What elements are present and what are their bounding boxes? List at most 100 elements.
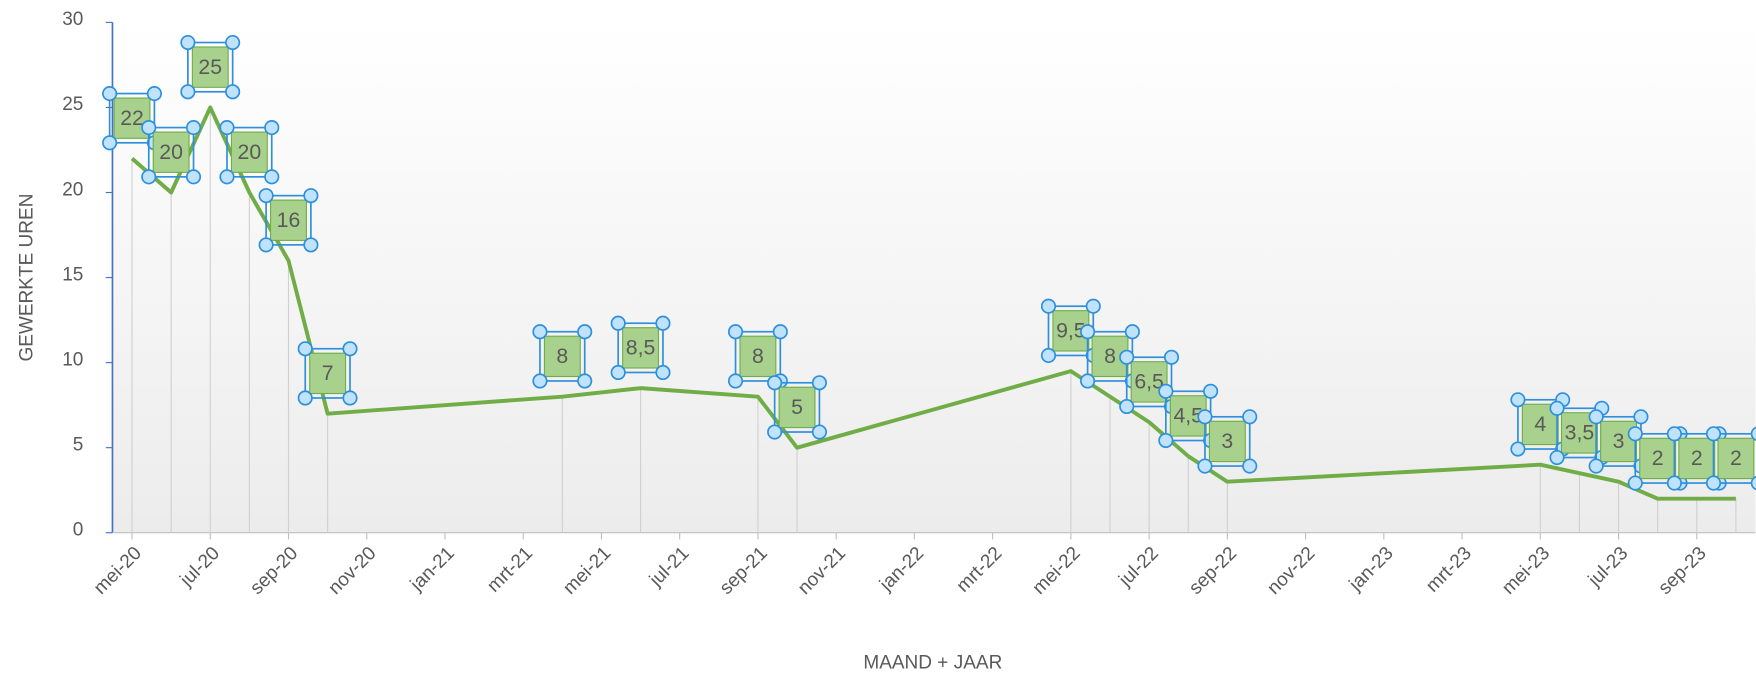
data-label-text: 2 [1652, 446, 1664, 470]
data-label-box [309, 352, 347, 395]
y-tick-label: 15 [62, 264, 83, 285]
selection-handle [610, 315, 626, 331]
x-tick-label: jan-22 [875, 543, 928, 596]
x-tick-label: jul-20 [176, 543, 224, 591]
selection-frame [187, 41, 234, 93]
selection-frame [773, 381, 821, 433]
data-label-box [152, 131, 190, 173]
selection-handle [727, 324, 744, 340]
data-label: 3 [1197, 409, 1258, 474]
x-tick-label: jul-21 [645, 543, 693, 591]
x-tick-label: jul-23 [1584, 543, 1632, 591]
x-tick-label: sep-21 [716, 543, 772, 599]
selection-handle [1633, 409, 1649, 425]
selection-handle [180, 34, 196, 51]
data-label-text: 2 [1730, 446, 1742, 470]
selection-handle [1158, 383, 1174, 399]
selection-handle [1588, 458, 1604, 474]
data-label-text: 5 [791, 395, 803, 419]
selection-handle [1203, 383, 1219, 399]
data-label: 16 [258, 188, 319, 253]
data-label: 3 [1588, 409, 1649, 474]
data-label: 20 [219, 120, 280, 185]
x-tick-label: mrt-22 [953, 543, 1007, 597]
data-label-box [1717, 437, 1755, 480]
selection-handle [1163, 349, 1180, 365]
selection-handle [772, 324, 788, 340]
selection-handle [532, 373, 548, 389]
selection-handle [767, 375, 783, 391]
data-label-text: 8,5 [626, 336, 656, 360]
selection-handle [1242, 458, 1258, 474]
selection-handle [185, 120, 202, 136]
selection-handle [185, 169, 202, 185]
selection-handle [258, 188, 274, 204]
data-label-text: 2 [1691, 446, 1703, 470]
selection-handle [1549, 400, 1565, 416]
selection-handle [297, 341, 313, 357]
data-label-text: 22 [120, 106, 144, 130]
y-tick-label: 30 [62, 9, 83, 30]
selection-handle [219, 120, 235, 136]
data-label-box [1639, 437, 1677, 480]
data-label-text: 3 [1221, 429, 1233, 453]
x-tick-label: sep-20 [246, 543, 302, 599]
selection-handle [655, 315, 671, 331]
selection-handle [1080, 324, 1096, 340]
selection-handle [1705, 475, 1722, 491]
selection-frame [265, 194, 312, 246]
data-label-text: 8 [556, 344, 568, 368]
selection-handle [225, 84, 241, 100]
x-tick-label: nov-22 [1263, 543, 1319, 599]
selection-frame [617, 322, 664, 374]
line-series [130, 105, 1736, 501]
selection-handle [303, 188, 319, 204]
x-tick-label: sep-22 [1185, 543, 1241, 599]
y-tick-label: 5 [73, 434, 84, 455]
data-label-text: 8 [1104, 344, 1116, 368]
data-label-box [1678, 437, 1716, 480]
y-axis-label: GEWERKTE UREN [16, 194, 37, 362]
selection-handle [1242, 409, 1258, 425]
x-tick-label: jan-21 [406, 543, 459, 596]
selection-frame [1125, 356, 1173, 408]
data-label-text: 3 [1613, 429, 1625, 453]
selection-handle [342, 341, 358, 357]
selection-handle [1085, 298, 1101, 314]
data-label: 5 [767, 375, 827, 440]
selection-handle [1197, 458, 1213, 474]
selection-handle [141, 169, 157, 185]
data-label: 20 [141, 120, 202, 185]
selection-handle [1119, 349, 1135, 365]
selection-handle [258, 237, 274, 253]
selection-handle [1510, 441, 1526, 457]
selection-handle [577, 373, 593, 389]
x-tick-label: nov-21 [794, 543, 850, 599]
data-label-box [1208, 420, 1246, 463]
data-label-text: 3,5 [1565, 421, 1595, 445]
selection-handle [1197, 409, 1213, 425]
selection-handle [767, 424, 783, 440]
selection-handle [1666, 426, 1682, 442]
selection-handle [264, 120, 280, 136]
data-label-text: 20 [238, 140, 262, 164]
selection-handle [532, 324, 548, 340]
selection-handle [1080, 373, 1096, 389]
data-label-text: 4 [1534, 412, 1546, 436]
selection-frame [147, 126, 195, 178]
selection-frame [108, 92, 156, 144]
data-label-box [778, 386, 816, 429]
x-tick-label: mei-23 [1498, 543, 1554, 599]
selection-handle [297, 390, 313, 406]
data-label-text: 25 [198, 55, 222, 79]
data-label-box [191, 46, 229, 88]
selection-handle [1705, 426, 1722, 442]
x-tick-label: mei-22 [1029, 543, 1085, 599]
x-tick-label: jan-23 [1345, 543, 1398, 596]
selection-handle [102, 86, 118, 102]
x-tick-label: mei-20 [90, 543, 146, 599]
y-tick-label: 20 [62, 179, 83, 200]
selection-handle [811, 375, 827, 391]
selection-handle [1627, 475, 1643, 491]
